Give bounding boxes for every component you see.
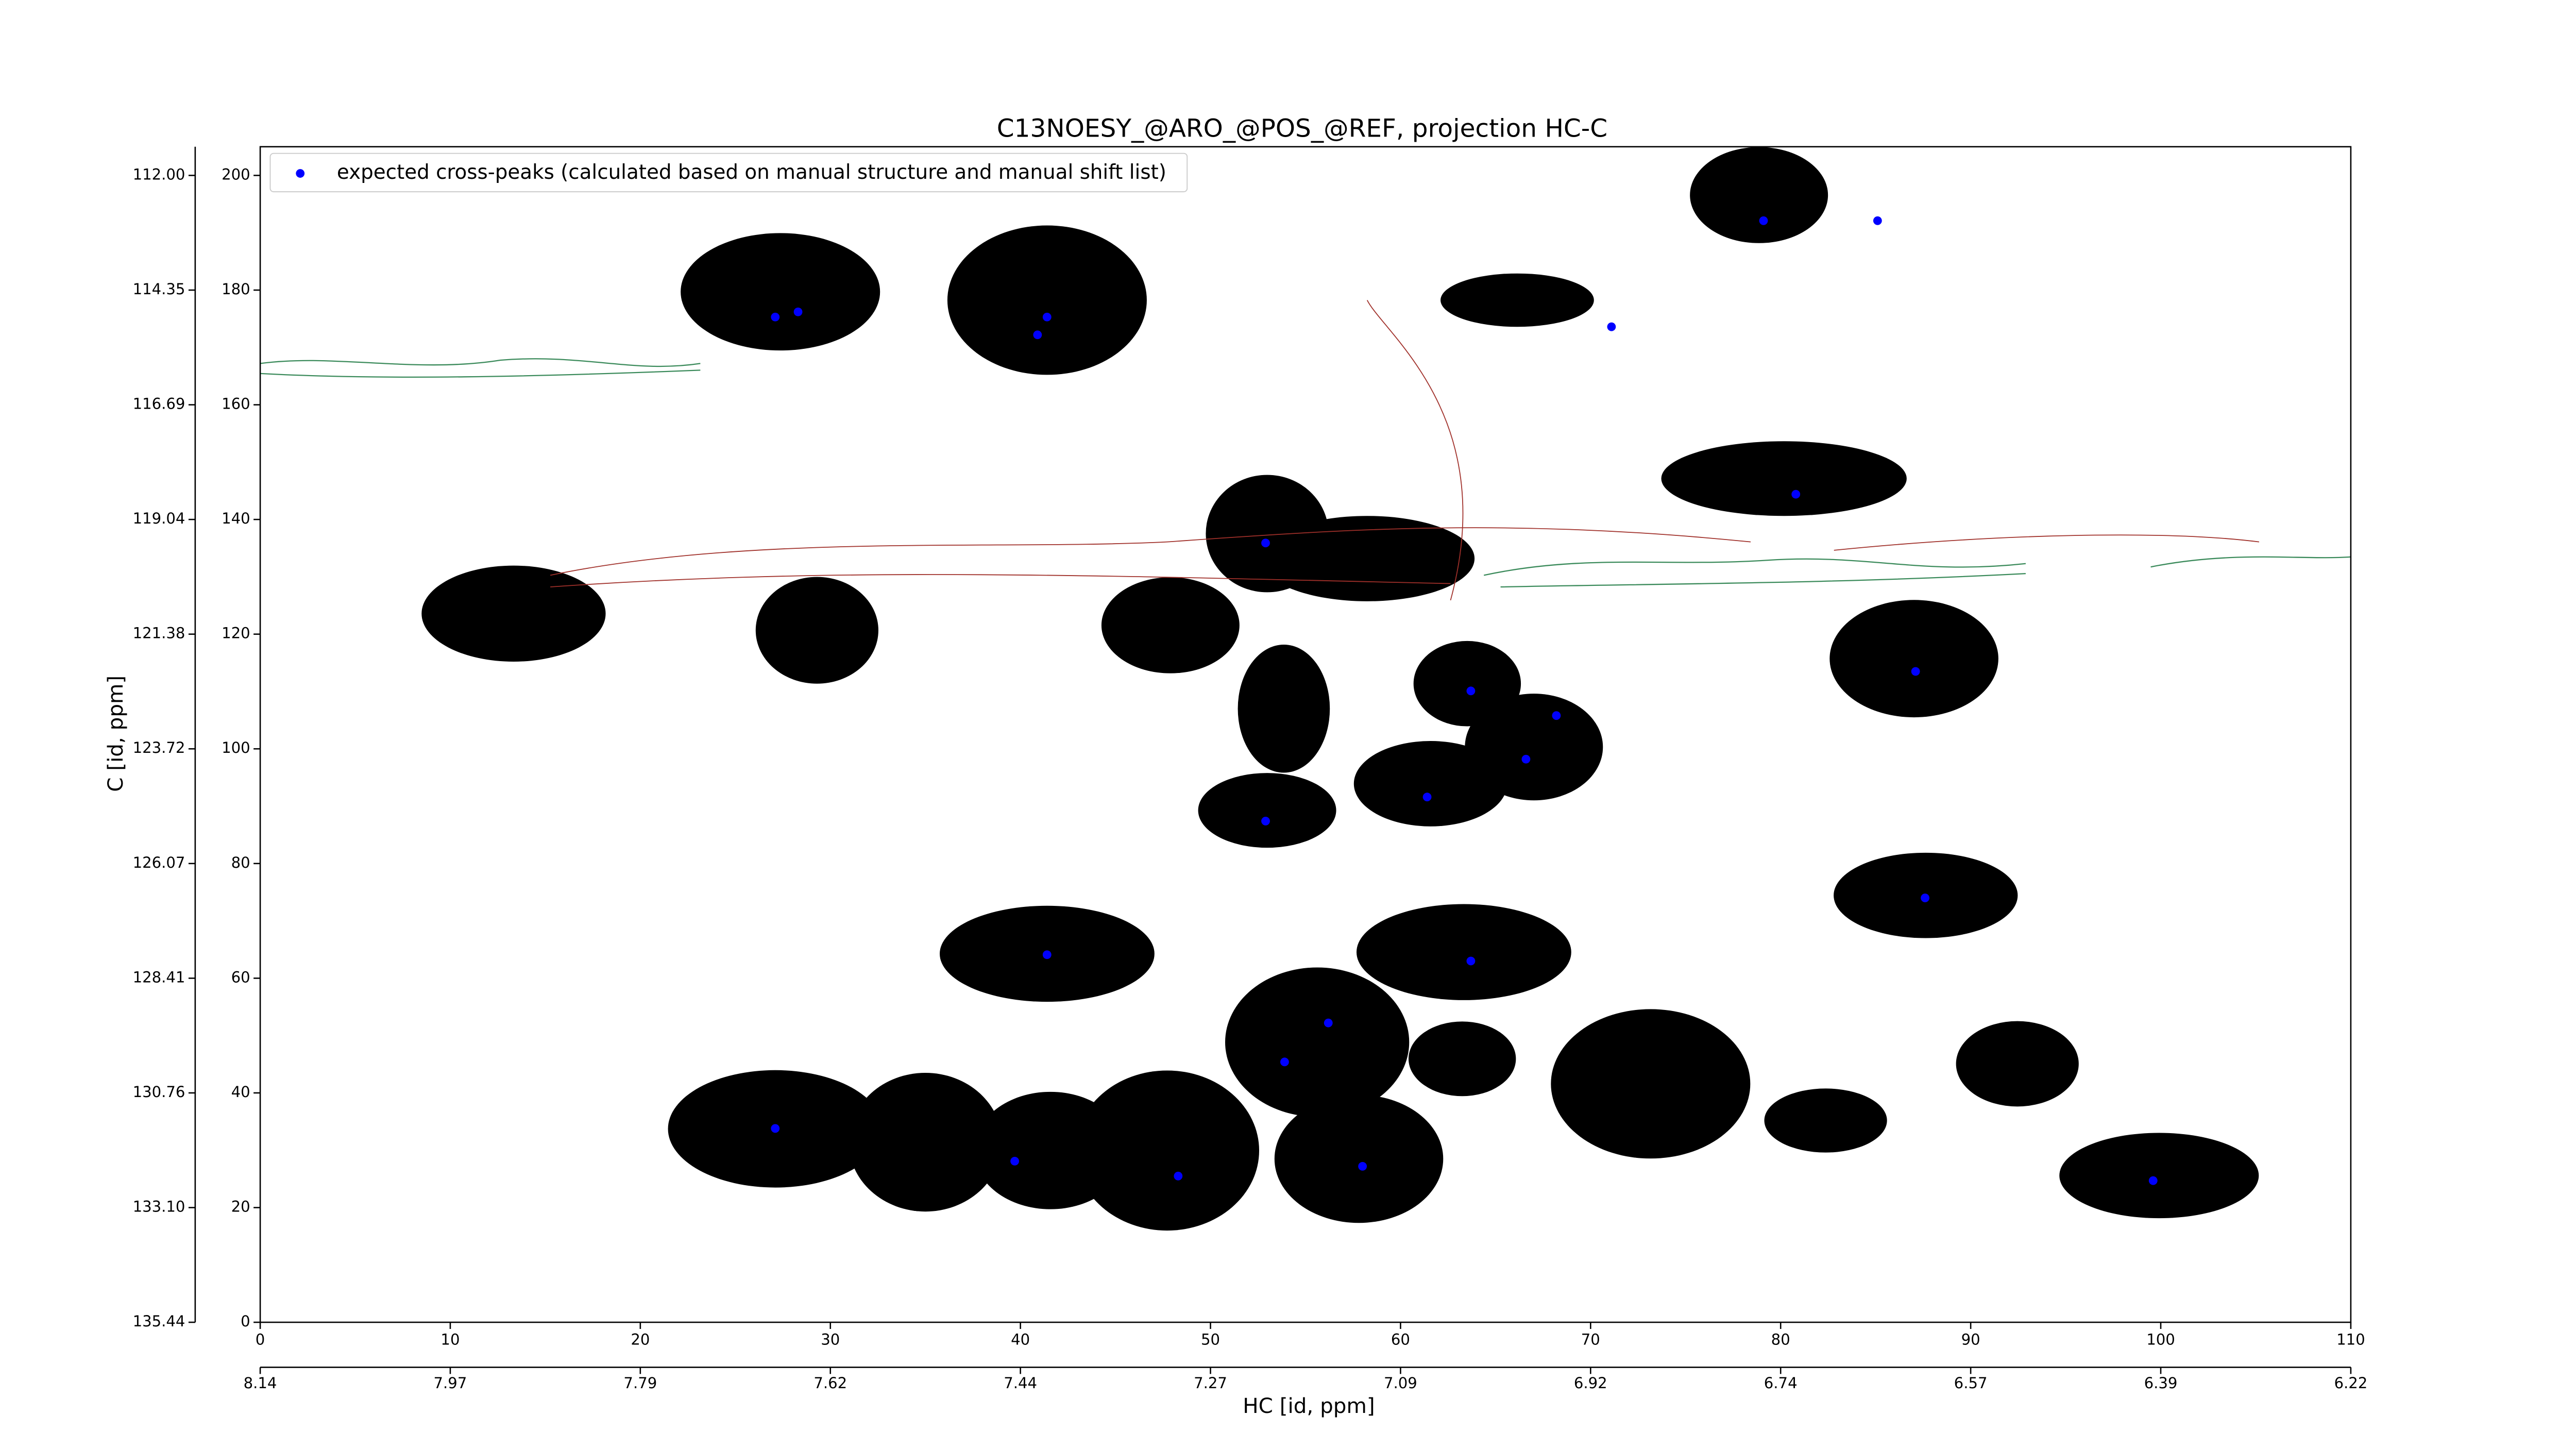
legend-marker: [296, 169, 305, 178]
y-tick-label: 0: [241, 1312, 250, 1330]
x-tick-label: 40: [1011, 1331, 1030, 1349]
y-tick-label: 20: [231, 1198, 250, 1216]
y2-tick-label: 135.44: [133, 1312, 185, 1330]
y2-tick-label: 114.35: [133, 280, 185, 298]
y-tick-label: 80: [231, 854, 250, 871]
cross-peak: [771, 312, 780, 322]
x-tick-label: 50: [1201, 1331, 1220, 1349]
y2-tick-label: 123.72: [133, 739, 185, 756]
cross-peak: [1033, 330, 1042, 340]
cross-peak: [1261, 817, 1270, 825]
cross-peak: [1174, 1171, 1183, 1181]
x2-tick-label: 7.97: [434, 1374, 467, 1392]
y-tick-label: 40: [231, 1083, 250, 1101]
cross-peak: [1552, 711, 1561, 720]
cross-peak: [1324, 1018, 1333, 1027]
cross-peak: [1280, 1057, 1289, 1067]
x-tick-label: 10: [440, 1331, 460, 1349]
x-tick-label: 80: [1771, 1331, 1790, 1349]
cross-peak: [1911, 667, 1920, 676]
chart-title: C13NOESY_@ARO_@POS_@REF, projection HC-C: [997, 114, 1607, 143]
x2-tick-label: 6.57: [1954, 1374, 1988, 1392]
cross-peak: [1607, 322, 1616, 331]
x2-tick-label: 6.92: [1574, 1374, 1607, 1392]
cross-peak: [793, 307, 803, 316]
y-axis-label: C [id, ppm]: [103, 676, 128, 792]
y-tick-label: 140: [222, 510, 250, 527]
cross-peak: [1521, 754, 1531, 764]
cross-peak: [1759, 216, 1768, 225]
cross-peak: [1921, 894, 1929, 902]
cross-peak: [1010, 1156, 1019, 1166]
cross-peak: [1261, 538, 1270, 548]
cross-peak: [2148, 1176, 2158, 1185]
y2-tick-label: 119.04: [133, 510, 185, 527]
x2-tick-label: 6.22: [2334, 1374, 2367, 1392]
plot-frame: [259, 146, 2352, 1323]
cross-peak: [1422, 793, 1432, 802]
x-axis-label: HC [id, ppm]: [1243, 1393, 1375, 1418]
x2-tick-label: 6.39: [2144, 1374, 2178, 1392]
contours: [421, 147, 2260, 1231]
cross-peak: [1358, 1161, 1367, 1171]
y2-tick-label: 112.00: [133, 165, 185, 183]
cross-peak: [1466, 686, 1476, 696]
cross-peak: [1466, 956, 1476, 966]
y2-tick-label: 130.76: [133, 1083, 185, 1101]
x-tick-label: 60: [1391, 1331, 1410, 1349]
x2-tick-label: 8.14: [244, 1374, 277, 1392]
y-tick-label: 180: [222, 280, 250, 298]
y-tick-label: 60: [231, 968, 250, 986]
cross-peak: [1791, 490, 1801, 499]
y2-tick-label: 133.10: [133, 1198, 185, 1216]
legend-box: [269, 153, 1188, 193]
x2-tick-label: 7.79: [623, 1374, 657, 1392]
x2-tick-label: 7.09: [1384, 1374, 1417, 1392]
legend-label: expected cross-peaks (calculated based o…: [337, 161, 1166, 184]
x-tick-label: 70: [1581, 1331, 1600, 1349]
cross-peak: [1042, 312, 1052, 322]
green-contours: [260, 358, 2351, 588]
y-tick-label: 120: [222, 625, 250, 642]
y2-tick-label: 121.38: [133, 625, 185, 642]
cross-peak: [1042, 950, 1052, 959]
y-tick-label: 100: [222, 739, 250, 756]
y2-tick-label: 116.69: [133, 395, 185, 413]
x2-tick-label: 7.44: [1004, 1374, 1037, 1392]
x2-tick-label: 7.62: [814, 1374, 847, 1392]
x-tick-label: 100: [2146, 1331, 2175, 1349]
x2-tick-label: 7.27: [1194, 1374, 1227, 1392]
x-tick-label: 0: [256, 1331, 265, 1349]
cross-peak: [771, 1124, 780, 1133]
x-tick-label: 20: [631, 1331, 650, 1349]
x-tick-label: 30: [821, 1331, 840, 1349]
x-tick-label: 110: [2336, 1331, 2365, 1349]
y-tick-label: 200: [222, 165, 250, 183]
x-tick-label: 90: [1961, 1331, 1980, 1349]
y2-tick-label: 128.41: [133, 968, 185, 986]
y-tick-label: 160: [222, 395, 250, 413]
x2-tick-label: 6.74: [1764, 1374, 1798, 1392]
cross-peak: [1873, 216, 1882, 225]
y2-tick-label: 126.07: [133, 854, 185, 871]
